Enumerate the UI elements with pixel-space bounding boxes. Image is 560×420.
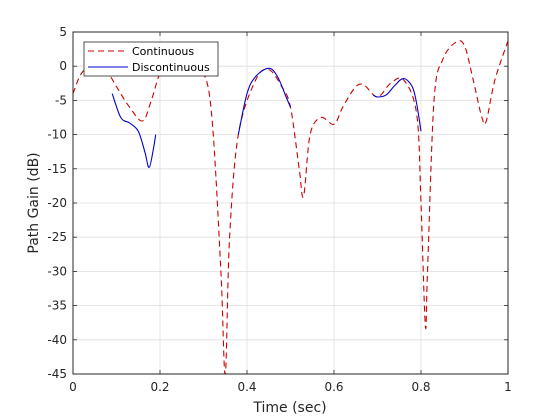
y-tick-label: -40: [47, 333, 67, 347]
y-tick-label: -35: [47, 299, 67, 313]
legend-discontinuous-label: Discontinuous: [132, 61, 210, 74]
series-line-discontinuous: [372, 77, 422, 132]
x-tick-labels: 0 0.2 0.4 0.6 0.8 1: [69, 380, 512, 394]
y-tick-label: -25: [47, 230, 67, 244]
x-axis-label: Time (sec): [252, 400, 326, 416]
series-line-discontinuous: [237, 67, 292, 135]
x-tick-label: 0.4: [237, 380, 256, 394]
y-tick-label: -45: [47, 367, 67, 381]
y-tick-label: 5: [59, 25, 67, 39]
x-tick-label: 0.6: [324, 380, 343, 394]
y-tick-label: -5: [55, 93, 67, 107]
y-tick-label: -20: [47, 196, 67, 210]
x-tick-label: 0.2: [150, 380, 169, 394]
y-tick-label: 0: [59, 59, 67, 73]
legend-continuous-label: Continuous: [132, 45, 194, 58]
axis-ticks: [72, 31, 509, 375]
series-line-discontinuous: [111, 93, 157, 168]
x-tick-label: 1: [504, 380, 512, 394]
y-tick-label: -10: [47, 128, 67, 142]
y-tick-label: -15: [47, 162, 67, 176]
y-tick-labels: 5 0 -5 -10 -15 -20 -25 -30 -35 -40 -45: [47, 25, 67, 381]
legend-box: [83, 41, 219, 77]
legend: Continuous Discontinuous: [83, 41, 219, 77]
y-tick-label: -30: [47, 264, 67, 278]
x-tick-label: 0: [69, 380, 77, 394]
y-axis-label: Path Gain (dB): [26, 152, 42, 253]
x-tick-label: 0.8: [411, 380, 430, 394]
